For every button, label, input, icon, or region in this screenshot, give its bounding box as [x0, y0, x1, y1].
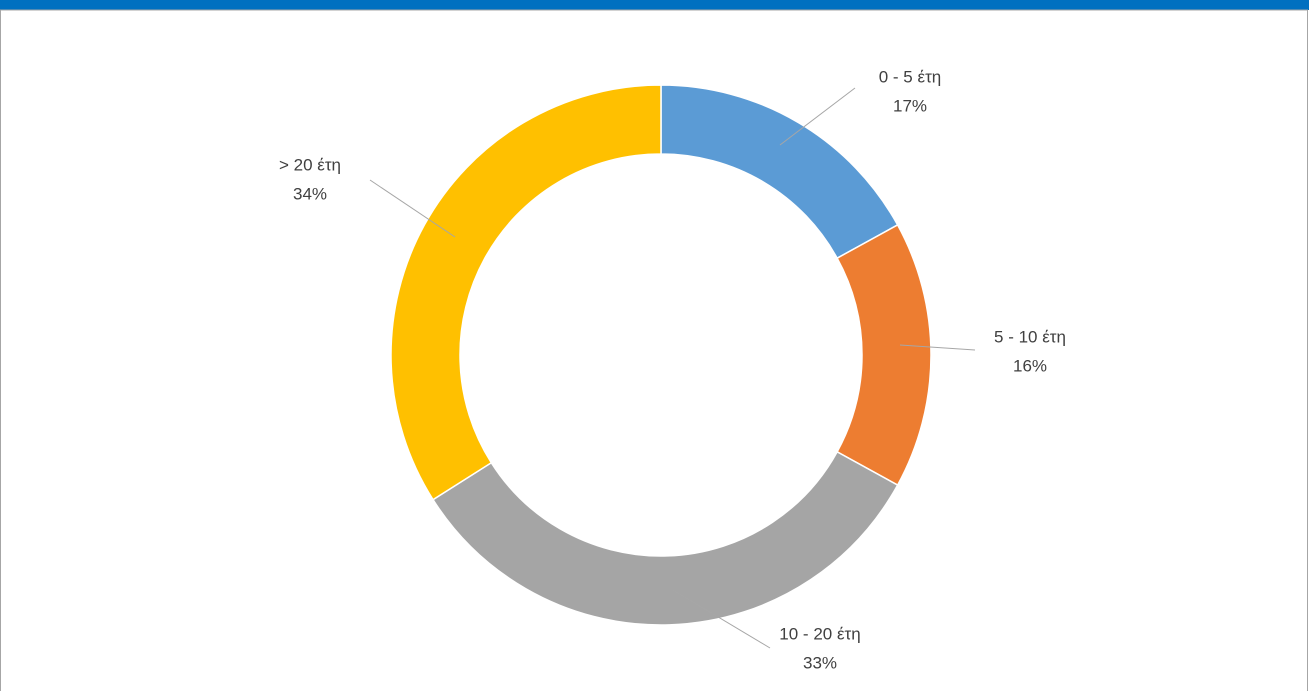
value-label: 16%	[1013, 356, 1047, 375]
leader-line	[672, 589, 771, 649]
slice-label: > 20 έτη	[279, 155, 341, 174]
slice-label: 5 - 10 έτη	[994, 327, 1066, 346]
leader-line	[779, 87, 856, 146]
slice-label: 10 - 20 έτη	[779, 624, 860, 643]
title-bar	[0, 0, 1309, 10]
donut-slice	[431, 450, 899, 626]
leader-line	[369, 179, 456, 238]
value-label: 33%	[803, 653, 837, 672]
leader-line	[899, 344, 976, 351]
chart-frame	[0, 9, 1308, 691]
value-label: 17%	[893, 96, 927, 115]
donut-slice	[390, 84, 662, 501]
value-label: 34%	[293, 184, 327, 203]
slice-label: 0 - 5 έτη	[879, 67, 942, 86]
